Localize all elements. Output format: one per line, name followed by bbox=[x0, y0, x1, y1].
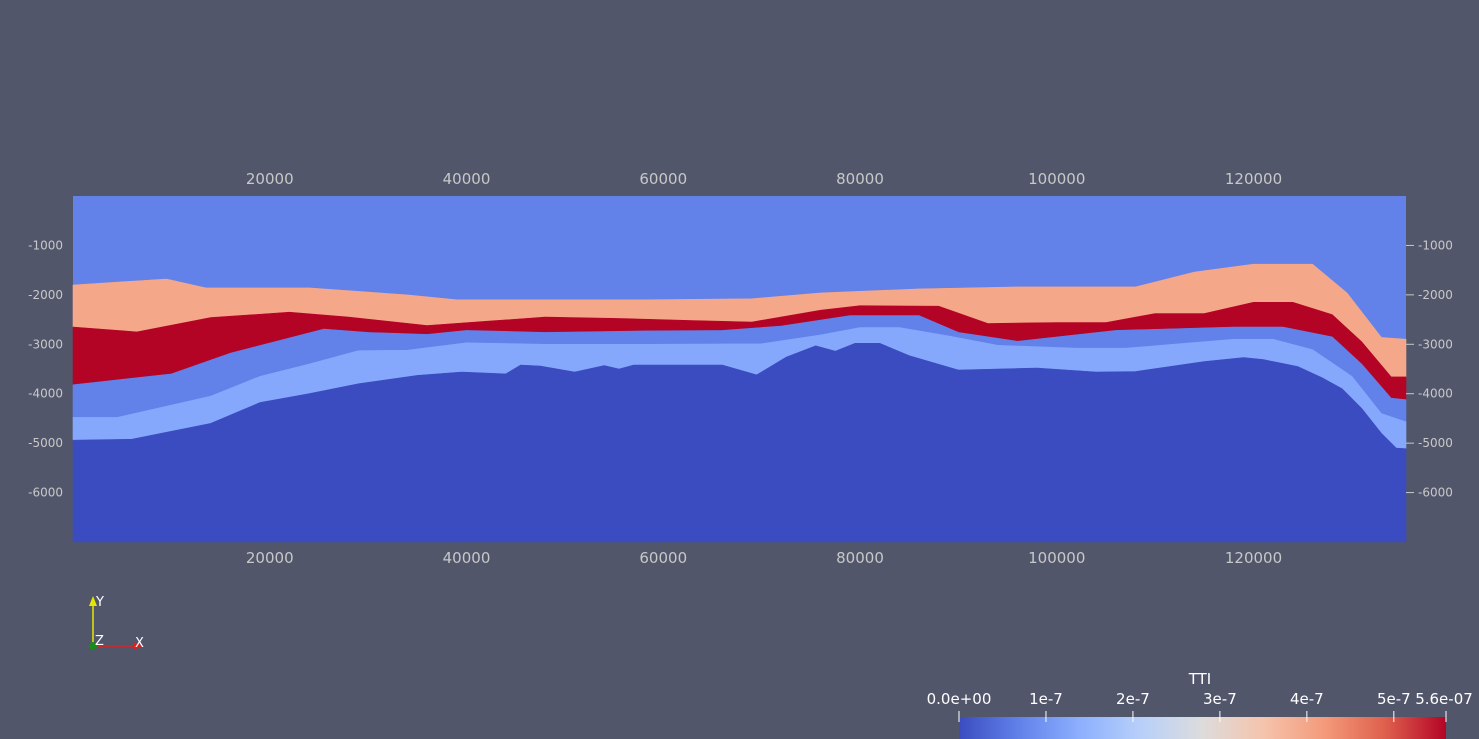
orientation-axes-widget: Y X Z bbox=[89, 595, 144, 651]
y-tick-label-right: -4000 bbox=[1418, 387, 1453, 401]
x-tick-label-bottom: 40000 bbox=[443, 549, 491, 567]
layer-band-5 bbox=[72, 342, 1407, 543]
colorbar-title: TTI bbox=[1188, 670, 1212, 688]
y-tick-label-right: -1000 bbox=[1418, 238, 1453, 252]
z-axis-label: Z bbox=[95, 634, 104, 649]
x-tick-label-bottom: 60000 bbox=[639, 549, 687, 567]
x-tick-label-top: 120000 bbox=[1225, 170, 1282, 188]
x-tick-label-top: 100000 bbox=[1028, 170, 1085, 188]
colorbar-tick-label: 3e-7 bbox=[1203, 690, 1237, 708]
colorbar-gradient bbox=[959, 717, 1446, 739]
y-axis-arrow-icon bbox=[89, 596, 97, 606]
y-tick-label-right: -6000 bbox=[1418, 486, 1453, 500]
y-tick-label-left: -4000 bbox=[28, 387, 63, 401]
x-axis-label: X bbox=[135, 636, 144, 651]
colorbar-tick-label: 2e-7 bbox=[1116, 690, 1150, 708]
x-axis-arrow-icon bbox=[133, 642, 143, 650]
colorbar-ticks: 0.0e+00 1e-7 2e-7 3e-7 4e-7 5e-7 5.6e-07 bbox=[927, 690, 1473, 722]
y-tick-label-left: -1000 bbox=[28, 238, 63, 252]
y-tick-label-right: -5000 bbox=[1418, 436, 1453, 450]
colorbar-tick-label: 4e-7 bbox=[1290, 690, 1324, 708]
x-tick-label-bottom: 80000 bbox=[836, 549, 884, 567]
x-tick-label-bottom: 20000 bbox=[246, 549, 294, 567]
x-tick-label-top: 20000 bbox=[246, 170, 294, 188]
y-tick-label-left: -3000 bbox=[28, 337, 63, 351]
cross-section-plot bbox=[72, 196, 1407, 543]
colorbar-tick-label: 0.0e+00 bbox=[927, 690, 992, 708]
y-tick-label-left: -5000 bbox=[28, 436, 63, 450]
colorbar-tick-label: 5.6e-07 bbox=[1415, 690, 1473, 708]
axis-ticks: 20000 20000 40000 40000 60000 60000 80000 80000… bbox=[28, 170, 1453, 567]
y-tick-label-left: -6000 bbox=[28, 486, 63, 500]
colorbar-tick-label: 1e-7 bbox=[1029, 690, 1063, 708]
x-tick-label-top: 60000 bbox=[639, 170, 687, 188]
y-tick-label-left: -2000 bbox=[28, 288, 63, 302]
colorbar-legend: TTI 0.0e+00 1e-7 2e-7 3e-7 4e-7 5e-7 5.6e-07 bbox=[927, 670, 1473, 739]
y-axis-label: Y bbox=[95, 595, 104, 610]
x-tick-label-top: 40000 bbox=[443, 170, 491, 188]
colorbar-tick-label: 5e-7 bbox=[1377, 690, 1411, 708]
z-axis-dot-icon bbox=[89, 642, 97, 650]
x-tick-label-top: 80000 bbox=[836, 170, 884, 188]
y-tick-label-right: -3000 bbox=[1418, 337, 1453, 351]
y-tick-label-right: -2000 bbox=[1418, 288, 1453, 302]
x-tick-label-bottom: 120000 bbox=[1225, 549, 1282, 567]
x-tick-label-bottom: 100000 bbox=[1028, 549, 1085, 567]
